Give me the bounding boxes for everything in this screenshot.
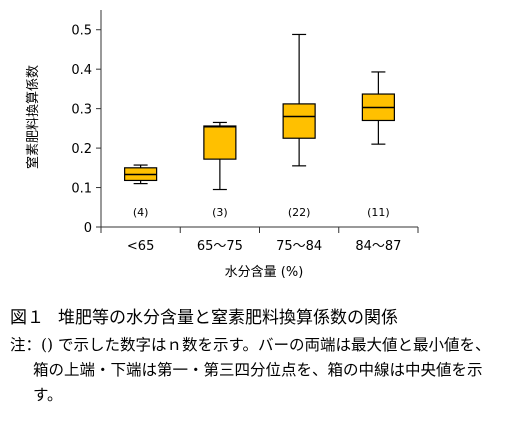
box-plot-chart: 窒素肥料換算係数 0 0.1 0.2 0.3 0.4 0.5 (4) (3) (22) (11)…: [25, 10, 419, 280]
count-label: (3): [212, 206, 228, 219]
y-tick-label: 0.3: [71, 103, 92, 118]
y-tick-label: 0: [84, 221, 92, 236]
y-tick-label: 0.1: [71, 182, 92, 197]
caption-note: 注：() で示した数字はｎ数を示す。バーの両端は最大値と最小値を、箱の上端・下端…: [10, 336, 491, 404]
box-3: [282, 33, 316, 167]
box-iqr: [282, 103, 316, 139]
x-tick-label: 65～75: [197, 239, 243, 254]
y-axis-title: 窒素肥料換算係数: [25, 65, 41, 169]
count-label: (22): [288, 206, 311, 219]
box-4: [361, 71, 395, 145]
y-tick-label: 0.5: [71, 24, 92, 39]
count-labels: (4) (3) (22) (11): [133, 206, 390, 219]
x-tick-label: 75～84: [276, 239, 322, 254]
caption-title-line: 図１ 堆肥等の水分含量と窒素肥料換算係数の関係: [10, 305, 505, 331]
x-axis: <65 65～75 75～84 84～87: [100, 227, 419, 254]
caption-title: 堆肥等の水分含量と窒素肥料換算係数の関係: [58, 308, 398, 328]
boxes: [124, 33, 395, 191]
x-tick-label: <65: [127, 239, 154, 254]
figure-caption: 図１ 堆肥等の水分含量と窒素肥料換算係数の関係 注：() で示した数字はｎ数を示す…: [10, 305, 505, 408]
box-2: [203, 121, 237, 191]
box-iqr: [203, 125, 237, 160]
figure-number: 図１: [10, 308, 44, 328]
y-tick-label: 0.2: [71, 142, 92, 157]
box-1: [124, 164, 158, 185]
y-axis: 0 0.1 0.2 0.3 0.4 0.5: [71, 24, 101, 236]
count-label: (4): [133, 206, 149, 219]
y-tick-label: 0.4: [71, 63, 92, 78]
x-tick-label: 84～87: [355, 239, 401, 254]
x-axis-title: 水分含量 (%): [225, 264, 304, 280]
count-label: (11): [367, 206, 390, 219]
